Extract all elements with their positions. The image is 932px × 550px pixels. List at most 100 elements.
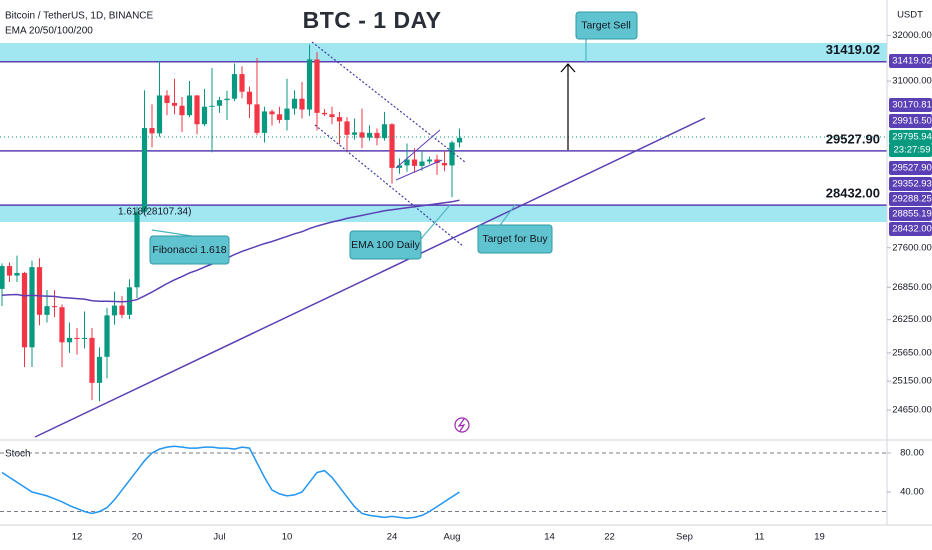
- target-buy: Target for Buy: [482, 233, 548, 245]
- stoch-line: [1, 445, 460, 520]
- candle-body: [441, 162, 448, 166]
- candle-body: [224, 98, 230, 101]
- candle-body: [66, 337, 73, 343]
- indicator-label: EMA 20/50/100/200: [5, 26, 93, 37]
- drawings: [0, 11, 887, 438]
- candle-body: [344, 121, 350, 135]
- x-tick-label: 14: [544, 532, 555, 543]
- price-tag: [889, 192, 932, 206]
- candle-body: [164, 95, 170, 103]
- candle-body: [261, 111, 268, 133]
- candle-body: [134, 211, 140, 288]
- x-tick-label: Aug: [444, 532, 461, 543]
- candle-body: [246, 91, 253, 105]
- x-tick-label: 22: [604, 532, 615, 543]
- candle-body: [179, 105, 185, 116]
- candle-body: [149, 128, 155, 134]
- y-tick-label: 26250.00: [892, 314, 932, 325]
- candle-body: [366, 132, 373, 138]
- trend-line: [34, 117, 706, 438]
- candle-body: [449, 142, 455, 166]
- candle-body: [231, 74, 238, 99]
- price-tag: [889, 207, 932, 221]
- candle-body: [456, 137, 463, 143]
- candle-body: [434, 159, 440, 163]
- callout-pointer: [419, 204, 451, 241]
- stoch-tick-label: 80.00: [900, 448, 924, 459]
- triangle-lower: [395, 159, 443, 181]
- candle-body: [336, 117, 343, 122]
- x-tick-label: 19: [814, 532, 825, 543]
- candle-body: [396, 165, 403, 168]
- price-tag: [889, 222, 932, 236]
- candle-body: [186, 95, 193, 116]
- candle-body: [299, 98, 305, 110]
- candle-body: [426, 159, 433, 162]
- y-tick-label: 32000.00: [892, 30, 932, 41]
- stoch-label: Stoch: [5, 449, 31, 460]
- x-tick-label: 12: [72, 532, 83, 543]
- candle-body: [111, 305, 118, 316]
- price-tag-label: 28432.00: [892, 224, 932, 235]
- x-tick-label: 10: [282, 532, 293, 543]
- channel-lower: [314, 124, 464, 247]
- candle-body: [381, 124, 388, 139]
- callout-box: [575, 11, 638, 40]
- candle-body: [389, 124, 395, 168]
- candle-body: [359, 132, 365, 138]
- candle-body: [156, 95, 163, 134]
- price-tag-label: 29916.50: [892, 116, 932, 127]
- candle-body: [216, 100, 223, 106]
- callout-pointer: [497, 204, 516, 229]
- x-tick-label: 20: [132, 532, 143, 543]
- symbol-header: Bitcoin / TetherUS, 1D, BINANCE: [5, 11, 154, 22]
- candle-body: [74, 337, 80, 339]
- x-tick-label: 24: [387, 532, 398, 543]
- event-icon-bolt: [457, 418, 466, 432]
- candle-body: [44, 306, 50, 315]
- candle-body: [96, 356, 103, 383]
- y-tick-label: 26850.00: [892, 282, 932, 293]
- candle-body: [411, 159, 418, 166]
- callout-box: [149, 235, 230, 265]
- price-tag-label: 29288.25: [892, 194, 932, 205]
- x-tick-label: 11: [755, 532, 765, 543]
- y-tick-label: 25650.00: [892, 347, 932, 358]
- price-tag: [889, 177, 932, 191]
- candle-body: [209, 105, 215, 107]
- candle-body: [254, 104, 260, 133]
- y-tick-label: 27600.00: [892, 242, 932, 253]
- candle-body: [419, 161, 425, 166]
- candle-body: [141, 128, 148, 212]
- price-tag: [889, 161, 932, 175]
- candle-body: [171, 102, 178, 106]
- candle-body: [14, 272, 20, 276]
- candle-body: [351, 132, 358, 135]
- target-sell: Target Sell: [581, 19, 631, 31]
- price-tag: [889, 98, 932, 112]
- candle-body: [239, 74, 245, 92]
- candle-body: [21, 272, 28, 348]
- candle-body: [81, 337, 88, 339]
- candle-body: [374, 132, 380, 139]
- y-tick-label: 24650.00: [892, 405, 932, 416]
- fib-note: Fibonacci 1.618: [152, 244, 226, 256]
- price-tag-label: 28855.19: [892, 209, 932, 220]
- price-tag-label: 29795.94: [892, 132, 932, 143]
- candle-body: [269, 111, 275, 115]
- candle-body: [59, 307, 65, 343]
- candle-body: [276, 114, 283, 120]
- price-tag: [889, 130, 932, 144]
- candle-body: [291, 98, 298, 109]
- candle-body: [0, 266, 5, 289]
- price-pane: [0, 44, 887, 402]
- candle-body: [314, 59, 320, 113]
- x-tick-label: Sep: [676, 532, 693, 543]
- candle-body: [104, 315, 110, 357]
- y-tick-label: 31000.00: [892, 76, 932, 87]
- callout-box: [477, 224, 553, 254]
- chart-title: BTC - 1 DAY: [303, 7, 442, 33]
- candle-body: [194, 95, 200, 125]
- candle-body: [404, 159, 410, 166]
- price-tag-label: 23:27:59: [894, 145, 931, 156]
